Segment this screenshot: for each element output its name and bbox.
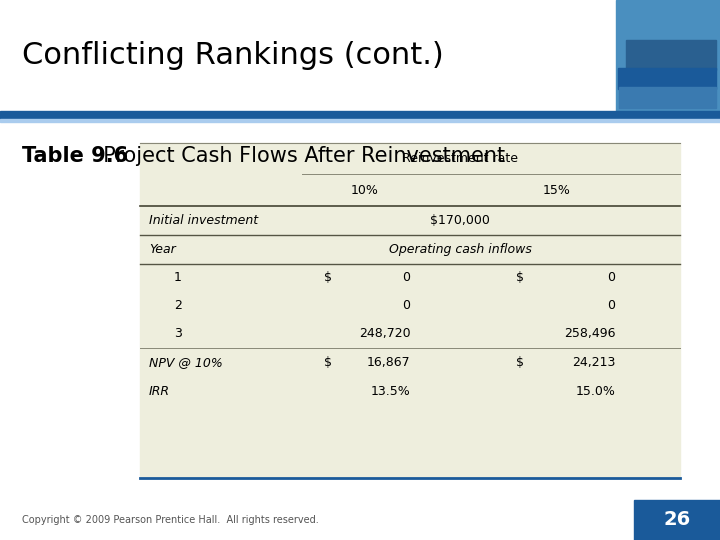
Text: Conflicting Rankings (cont.): Conflicting Rankings (cont.) <box>22 41 444 70</box>
Bar <box>0 111 720 119</box>
Text: 1: 1 <box>174 271 181 284</box>
Text: 3: 3 <box>174 327 181 340</box>
Text: Year: Year <box>149 243 176 256</box>
Text: 16,867: 16,867 <box>366 356 410 369</box>
Text: Initial investment: Initial investment <box>149 214 258 227</box>
Bar <box>619 87 716 108</box>
Bar <box>616 0 720 111</box>
Text: 248,720: 248,720 <box>359 327 410 340</box>
Text: 258,496: 258,496 <box>564 327 616 340</box>
Text: $: $ <box>324 356 332 369</box>
Bar <box>0 119 720 122</box>
Text: 0: 0 <box>402 271 410 284</box>
Text: $: $ <box>516 356 523 369</box>
Text: $: $ <box>516 271 523 284</box>
Text: Copyright © 2009 Pearson Prentice Hall.  All rights reserved.: Copyright © 2009 Pearson Prentice Hall. … <box>22 515 318 525</box>
Text: $: $ <box>324 271 332 284</box>
Text: 26: 26 <box>663 510 690 529</box>
Text: Project Cash Flows After Reinvestment: Project Cash Flows After Reinvestment <box>90 146 505 166</box>
Text: Operating cash inflows: Operating cash inflows <box>389 243 532 256</box>
Text: Reinvestment rate: Reinvestment rate <box>402 152 518 165</box>
Bar <box>618 68 716 89</box>
Text: 13.5%: 13.5% <box>371 385 410 398</box>
Bar <box>140 143 680 478</box>
Text: 24,213: 24,213 <box>572 356 616 369</box>
Text: 10%: 10% <box>351 184 379 197</box>
Text: 0: 0 <box>402 299 410 312</box>
Text: 2: 2 <box>174 299 181 312</box>
Text: 15%: 15% <box>542 184 570 197</box>
Text: NPV @ 10%: NPV @ 10% <box>149 356 222 369</box>
Text: Table 9.6: Table 9.6 <box>22 146 127 166</box>
Bar <box>634 500 720 540</box>
Text: 0: 0 <box>608 299 616 312</box>
Text: IRR: IRR <box>149 385 170 398</box>
Text: $170,000: $170,000 <box>431 214 490 227</box>
Text: 15.0%: 15.0% <box>576 385 616 398</box>
Bar <box>626 40 716 70</box>
Text: 0: 0 <box>608 271 616 284</box>
